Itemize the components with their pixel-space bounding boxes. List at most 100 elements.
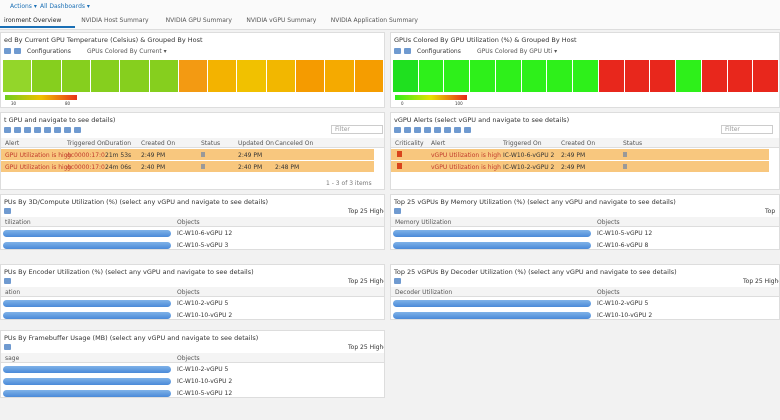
heatmap-cell [296,60,325,92]
column-header: ation [5,289,21,296]
object-name[interactable]: IC-W10-5-vGPU 3 [177,242,229,249]
alert-cell: 21m 53s [105,152,132,159]
object-name[interactable]: IC-W10-6-vGPU 12 [177,230,233,237]
top-bar: Actions ▾ All Dashboards ▾ [0,0,780,30]
alert-cell: 2:49 PM [561,164,586,171]
column-header: Status [623,140,643,147]
toolbar-icon [394,127,401,133]
alert-row[interactable]: GPU Utilization is high gc0000:17:0 21m 53… [1,149,374,160]
toolbar-icon [24,127,31,133]
column-header: sage [5,355,20,362]
column-header: Objects [597,289,620,296]
object-name[interactable]: IC-W10-6-vGPU 8 [597,242,649,249]
utilization-bar [3,300,171,307]
heatmap-cell [470,60,495,92]
mode-label: Top 25 Highest [348,278,384,285]
panel-title: ed By Current GPU Temperature (Celsius) … [4,36,203,44]
toolbar-icon [424,127,431,133]
column-header: Objects [177,355,200,362]
utilization-bar [3,378,171,385]
all-dashboards-menu[interactable]: All Dashboards ▾ [40,3,90,10]
column-header: Triggered On [67,140,106,147]
heatmap-cell [90,60,120,92]
object-name[interactable]: IC-W10-5-vGPU 12 [177,390,233,397]
configurations[interactable]: Configurations [27,48,71,55]
color-by-select[interactable]: GPUs Colored By GPU Uti ▾ [477,48,558,55]
mode-label: Top [765,208,776,215]
column-header: Triggered On [503,140,542,147]
toolbar-icon [444,127,451,133]
heatmap-cell [650,60,676,92]
heatmap-cell [3,60,32,92]
status-icon [201,164,205,169]
utilization-bar [393,300,591,307]
alert-row[interactable]: vGPU Utilization is high IC-W10-6-vGPU 2 2… [391,149,769,160]
heatmap-cell [120,60,149,92]
legend-min: 30 [11,101,17,106]
tab[interactable]: NVIDIA vGPU Summary [246,17,317,24]
top-list-panel: PUs By Framebuffer Usage (MB) (select an… [0,330,385,398]
column-header: Status [201,140,221,147]
column-header: Created On [561,140,596,147]
legend-bar [395,95,467,100]
alert-cell: 24m 06s [105,164,132,171]
heatmap-cell [598,60,624,92]
status-icon [623,152,627,157]
alert-cell: 2:48 PM [275,164,300,171]
alert-row[interactable]: GPU Utilization is high gc0000:17:0 24m 06… [1,161,374,172]
toolbar-icon [454,127,461,133]
toolbar-icon [394,48,401,54]
filter-input[interactable]: Filter [721,125,773,134]
object-name[interactable]: IC-W10-2-vGPU 5 [177,366,229,373]
legend-max: 80 [65,101,71,106]
heatmap-cell [495,60,521,92]
column-header: Objects [177,219,200,226]
toolbar-icon [4,278,11,284]
table-header: Alert Triggered On Duration Created On Statu… [1,138,384,148]
heatmap-cell [149,60,178,92]
actions-menu[interactable]: Actions ▾ [10,3,37,10]
heatmap-cell [624,60,650,92]
object-name[interactable]: IC-W10-5-vGPU 12 [597,230,653,237]
alert-name: GPU Utilization is high [5,164,72,171]
object-name[interactable]: IC-W10-10-vGPU 2 [597,312,653,319]
alert-cell: gc0000:17:0 [67,152,105,159]
object-name[interactable]: IC-W10-2-vGPU 5 [177,300,229,307]
alert-name: vGPU Utilization is high [431,164,501,171]
table-footer: 1 - 3 of 3 items [326,180,372,187]
heatmap-cell [266,60,296,92]
toolbar-icon [44,127,51,133]
toolbar-icon [4,48,11,54]
alert-row[interactable]: vGPU Utilization is high IC-W10-2-vGPU 2 2… [391,161,769,172]
configurations[interactable]: Configurations [417,48,461,55]
tab[interactable]: ironment Overview [0,14,76,28]
table-header: ation Objects [1,287,384,297]
top-list-panel: PUs By Encoder Utilization (%) (select a… [0,264,385,320]
toolbar-icon [54,127,61,133]
object-name[interactable]: IC-W10-2-vGPU 5 [597,300,649,307]
critical-icon [397,151,402,157]
tab[interactable]: NVIDIA Host Summary [81,17,149,24]
filter-input[interactable]: Filter [331,125,383,134]
alert-name: vGPU Utilization is high [431,152,501,159]
column-header: Alert [431,140,446,147]
heatmap-cell [573,60,598,92]
object-name[interactable]: IC-W10-10-vGPU 2 [177,312,233,319]
toolbar-icon [394,278,401,284]
utilization-bar [3,312,171,319]
toolbar-icon [404,127,411,133]
tab[interactable]: NVIDIA Application Summary [330,17,418,24]
column-header: Decoder Utilization [395,289,453,296]
object-name[interactable]: IC-W10-10-vGPU 2 [177,378,233,385]
color-by-select[interactable]: GPUs Colored By Current ▾ [87,48,167,55]
heatmap-cell [444,60,470,92]
alerts-panel: vGPU Alerts (select vGPU and navigate to… [390,112,780,190]
column-header: Objects [177,289,200,296]
heatmap-cell [701,60,727,92]
heatmap-cell [521,60,547,92]
tab[interactable]: NVIDIA GPU Summary [165,17,232,24]
mode-label: Top 25 Highest [743,278,779,285]
toolbar-icon [14,127,21,133]
toolbar-icon [34,127,41,133]
utilization-bar [3,230,171,237]
